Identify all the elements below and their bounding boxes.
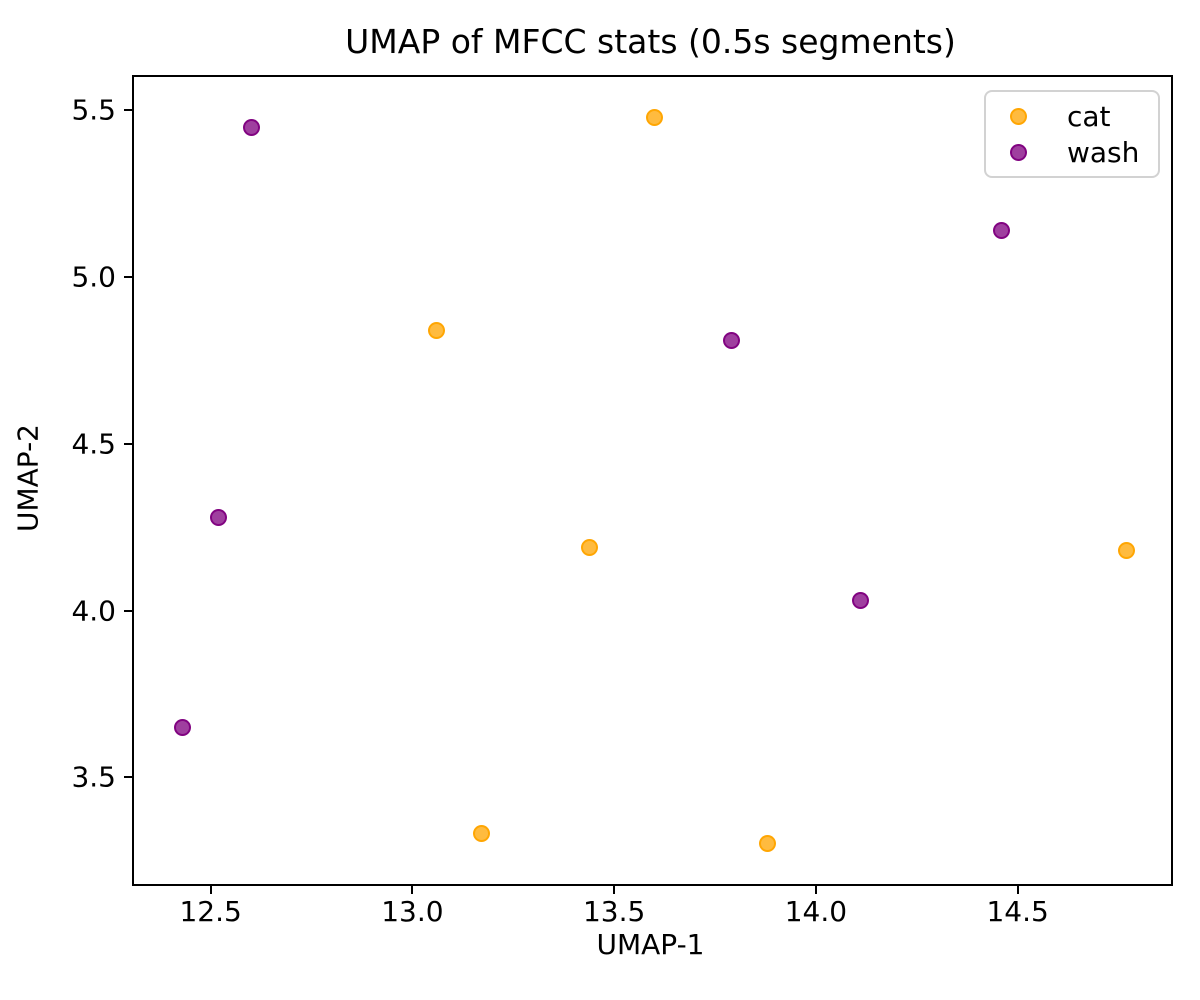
wash-marker-icon [1010, 143, 1027, 161]
scatter-point-wash [173, 718, 191, 736]
legend: cat wash [984, 90, 1160, 178]
y-axis-tick [124, 109, 134, 112]
scatter-point-cat [472, 825, 490, 843]
scatter-point-wash [851, 592, 869, 610]
y-axis-tick [124, 609, 134, 612]
x-axis-tick [814, 884, 817, 894]
scatter-point-wash [242, 118, 260, 136]
x-axis-tick [209, 884, 212, 894]
y-axis-tick-label: 3.5 [71, 760, 116, 794]
x-axis-tick-label: 14.0 [784, 895, 848, 928]
x-axis-tick [411, 884, 414, 894]
y-axis-tick-label: 4.5 [71, 427, 116, 461]
x-axis-tick [1016, 884, 1019, 894]
y-axis-tick-label: 4.0 [71, 594, 116, 628]
scatter-point-wash [993, 221, 1011, 239]
y-axis-tick-label: 5.5 [71, 93, 116, 127]
scatter-point-cat [581, 538, 599, 556]
legend-label-cat: cat [1067, 99, 1111, 133]
x-axis-tick-label: 13.5 [582, 895, 646, 928]
plot-area: 12.5 13.0 13.5 14.0 14.5 3.5 4.0 4.5 5.0 5.5 [71, 75, 1173, 928]
chart-title: UMAP of MFCC stats (0.5s segments) [345, 22, 956, 61]
x-axis-tick-label: 13.0 [381, 895, 444, 928]
legend-item-wash: wash [1010, 136, 1158, 169]
scatter-point-wash [210, 508, 228, 526]
scatter-point-cat [646, 108, 664, 126]
scatter-point-wash [722, 331, 740, 349]
x-axis-label: UMAP-1 [596, 928, 705, 961]
y-axis-tick [124, 776, 134, 779]
legend-label-wash: wash [1067, 135, 1140, 169]
legend-item-cat: cat [1010, 100, 1158, 133]
x-axis-tick-label: 12.5 [179, 895, 242, 928]
scatter-point-cat [758, 835, 776, 853]
x-axis-tick [613, 884, 616, 894]
scatter-point-cat [428, 321, 446, 339]
y-axis-tick [124, 442, 134, 445]
y-axis-tick [124, 276, 134, 279]
x-axis-tick-label: 14.5 [986, 895, 1049, 928]
y-axis-tick-label: 5.0 [71, 260, 116, 294]
y-axis-label: UMAP-2 [11, 424, 45, 532]
scatter-point-cat [1118, 542, 1136, 560]
cat-marker-icon [1010, 107, 1027, 125]
